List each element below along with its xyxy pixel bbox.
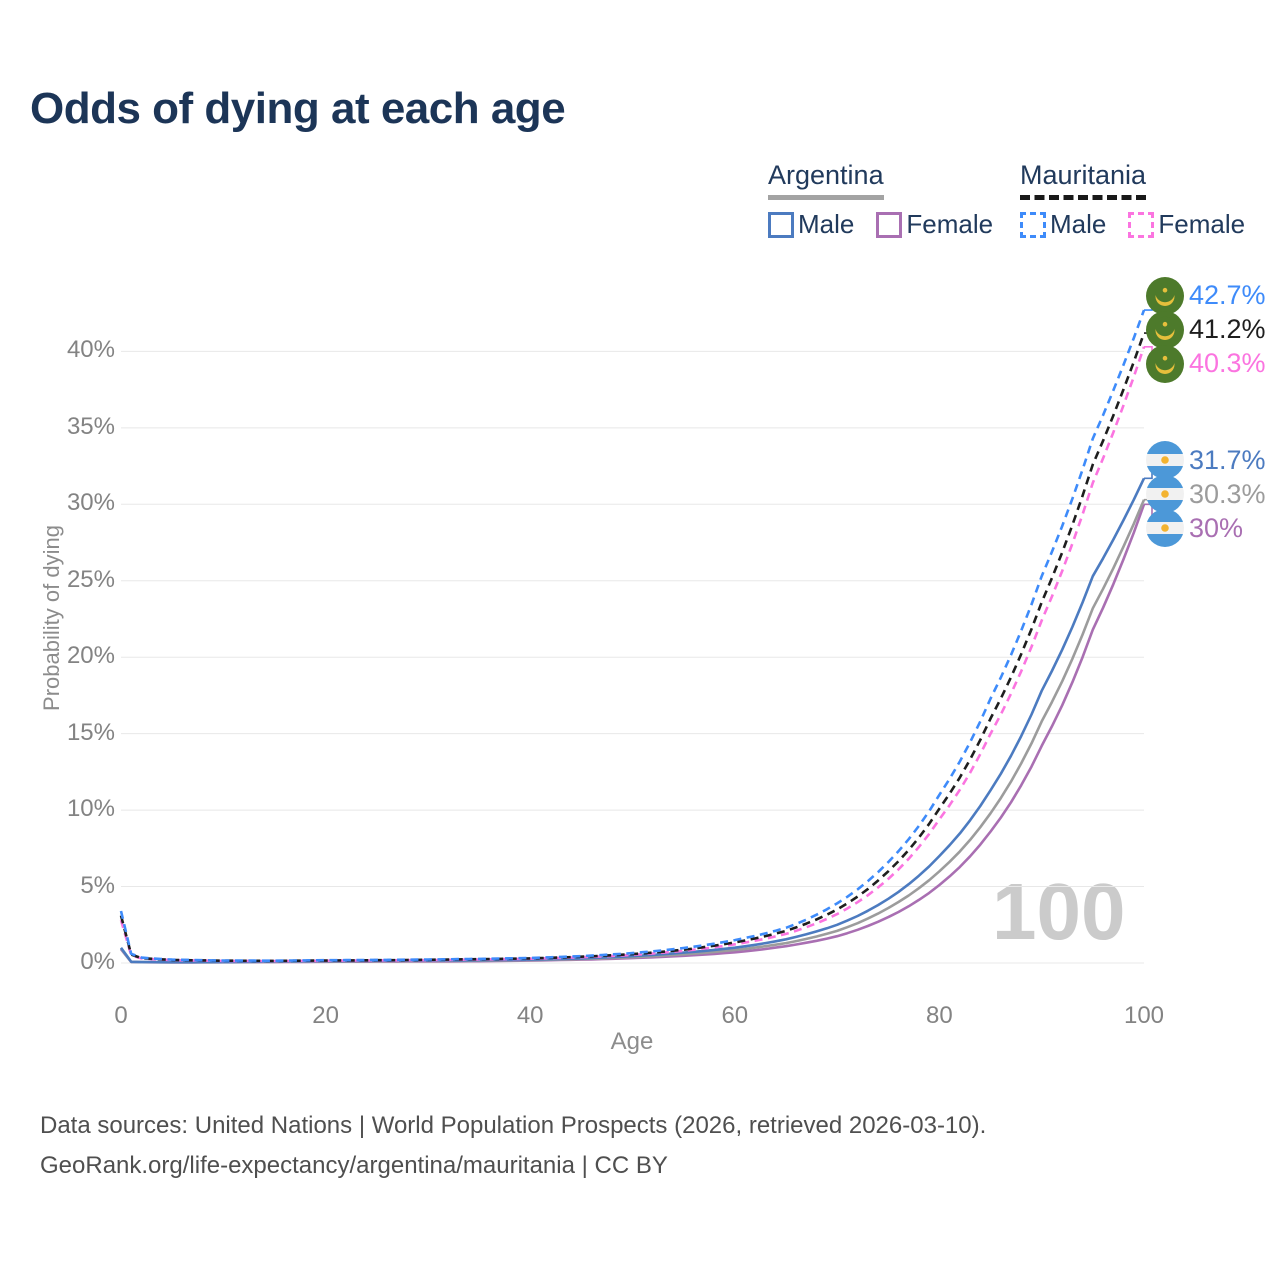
series-line-argentina-both [119,499,1146,964]
series-line-mauritania-female [119,346,1146,963]
argentina-flag-icon [1146,509,1184,548]
argentina-female-swatch-icon [876,211,903,238]
x-axis-title: Age [610,1028,654,1055]
y-axis-title: Probability of dying [39,525,64,711]
mauritania-male-swatch-icon [1020,211,1046,238]
legend-items-argentina: Male Female [768,209,993,240]
y-tick-label: 5% [80,871,115,899]
x-tick-label: 0 [114,1002,128,1029]
series-line-argentina-male [119,477,1146,964]
end-value-label: 40.3% [1189,348,1266,379]
x-tick-label: 40 [516,1002,544,1029]
end-value-label: 30% [1189,512,1244,543]
series-end-label-argentina-both: 30.3% [1146,475,1266,514]
series-end-label-mauritania-female: 40.3% [1146,344,1266,383]
legend-item-label: Female [1158,209,1246,239]
y-tick-label: 35% [66,412,115,440]
legend-item-label: Male [1050,209,1107,239]
legend-item-label: Female [906,209,994,239]
footer: Data sources: United Nations | World Pop… [40,1106,986,1186]
end-value-label: 41.2% [1189,314,1266,345]
legend-group-mauritania: Mauritania Male Female [1020,160,1245,240]
y-tick-label: 20% [66,642,115,670]
legend-country-mauritania[interactable]: Mauritania [1020,160,1147,200]
argentina-flag-icon [1146,441,1184,480]
x-tick-label: 60 [721,1002,749,1029]
series-end-label-argentina-male: 31.7% [1146,441,1266,480]
series-end-label-argentina-female: 30% [1146,509,1244,548]
end-value-label: 31.7% [1189,444,1266,475]
y-tick-label: 25% [66,565,115,593]
page-title: Odds of dying at each age [30,84,566,133]
series-end-label-mauritania-male: 42.7% [1146,276,1266,315]
y-tick-label: 40% [66,336,115,364]
y-tick-label: 15% [66,718,115,746]
end-value-label: 42.7% [1189,280,1266,311]
mauritania-flag-icon [1146,344,1184,383]
series-line-argentina-female [119,503,1146,964]
argentina-male-swatch-icon [768,211,794,238]
footer-attribution: GeoRank.org/life-expectancy/argentina/ma… [40,1152,668,1179]
y-tick-label: 10% [66,795,115,823]
mauritania-flag-icon [1146,276,1184,315]
hover-age-watermark: 100 [992,867,1126,956]
x-tick-label: 100 [1123,1002,1165,1029]
legend-item-mauritania-male[interactable]: Male [1020,209,1106,240]
legend-country-argentina[interactable]: Argentina [768,160,884,200]
legend-item-mauritania-female[interactable]: Female [1128,209,1245,240]
mauritania-female-swatch-icon [1128,211,1155,238]
series-line-mauritania-male [119,309,1146,962]
x-tick-label: 20 [312,1002,339,1029]
legend-item-argentina-male[interactable]: Male [768,209,854,240]
legend-group-argentina: Argentina Male Female [768,160,993,240]
footer-data-sources: Data sources: United Nations | World Pop… [40,1112,987,1139]
y-tick-label: 30% [66,489,115,517]
legend-item-label: Male [798,209,855,239]
series-line-mauritania-both [119,332,1146,963]
x-tick-label: 80 [926,1002,953,1029]
mauritania-flag-icon [1146,310,1184,349]
argentina-flag-icon [1146,475,1184,514]
end-value-label: 30.3% [1189,478,1266,509]
series-end-label-mauritania-both: 41.2% [1146,310,1266,349]
legend-items-mauritania: Male Female [1020,209,1245,240]
legend-item-argentina-female[interactable]: Female [876,209,993,240]
y-tick-label: 0% [80,948,115,975]
